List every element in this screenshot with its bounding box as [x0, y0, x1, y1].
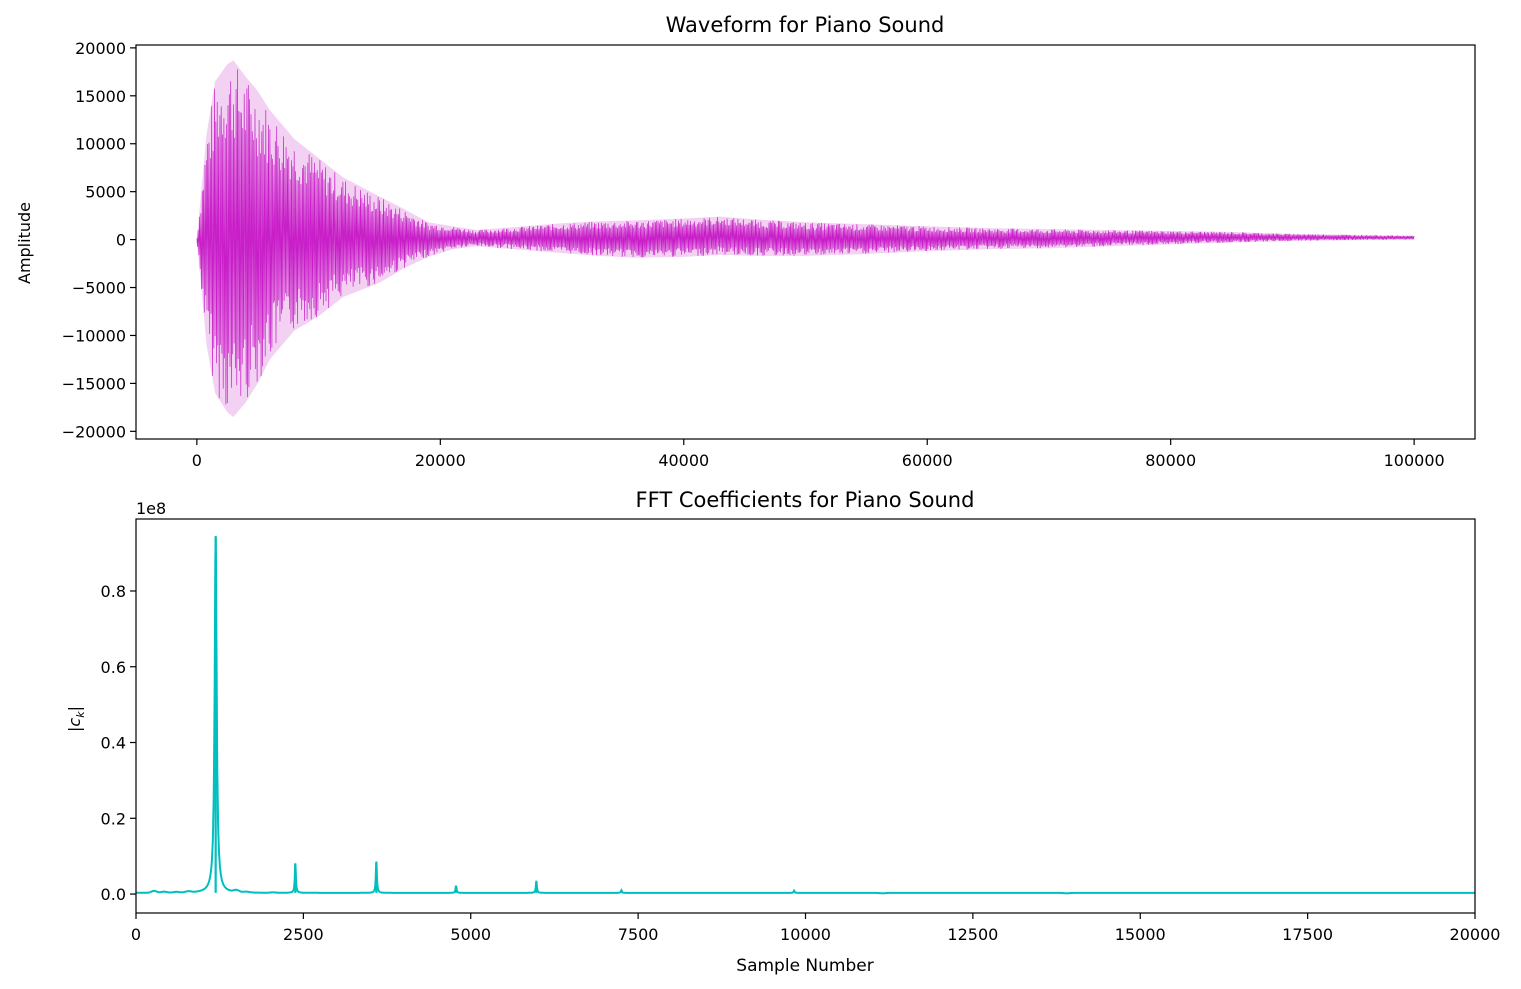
fft-series-line [136, 535, 1475, 895]
x-tick-label: 0 [192, 451, 202, 470]
y-tick-label: 20000 [75, 39, 126, 58]
waveform-chart: Waveform for Piano Sound Amplitude 0 2000… [15, 13, 1476, 470]
y-tick-label: 0 [116, 231, 126, 250]
y-tick-label: 15000 [75, 87, 126, 106]
x-tick-label: 15000 [1115, 925, 1166, 944]
svg-text:|ck|: |ck| [65, 706, 87, 732]
y-tick-label: 5000 [85, 183, 126, 202]
fft-y-axis-label: |ck| [65, 706, 87, 732]
waveform-y-axis-label: Amplitude [15, 202, 34, 284]
x-tick-label: 17500 [1282, 925, 1333, 944]
x-tick-label: 20000 [1450, 925, 1501, 944]
x-tick-label: 7500 [618, 925, 659, 944]
y-tick-label: 10000 [75, 135, 126, 154]
waveform-series-line [196, 69, 1415, 405]
x-tick-label: 20000 [415, 451, 466, 470]
fft-plot-area [136, 535, 1475, 895]
x-tick-label: 40000 [658, 451, 709, 470]
y-tick-label: −10000 [62, 326, 126, 345]
fft-chart: FFT Coefficients for Piano Sound 1e8 |ck… [65, 488, 1500, 976]
waveform-x-ticks: 0 20000 40000 60000 80000 100000 [192, 439, 1445, 470]
y-tick-label: −5000 [72, 279, 126, 298]
x-tick-label: 5000 [450, 925, 491, 944]
fft-x-ticks: 0 2500 5000 7500 10000 12500 15000 17500 20000 [131, 913, 1501, 944]
x-tick-label: 2500 [283, 925, 324, 944]
waveform-plot-area [196, 60, 1415, 418]
x-tick-label: 10000 [780, 925, 831, 944]
y-tick-label: 0.8 [101, 582, 126, 601]
waveform-y-ticks: −20000 −15000 −10000 −5000 0 5000 10000 15000 20… [62, 39, 136, 441]
y-tick-label: 0.6 [101, 658, 126, 677]
waveform-chart-title: Waveform for Piano Sound [666, 13, 945, 37]
waveform-axes-frame [135, 44, 1476, 440]
x-tick-label: 60000 [902, 451, 953, 470]
y-tick-label: 0.2 [101, 809, 126, 828]
fft-axes-frame [135, 518, 1476, 914]
x-tick-label: 80000 [1145, 451, 1196, 470]
x-tick-label: 0 [131, 925, 141, 944]
y-tick-label: −20000 [62, 422, 126, 441]
x-tick-label: 100000 [1384, 451, 1445, 470]
fft-offset-label: 1e8 [136, 499, 166, 518]
fft-y-ticks: 0.0 0.2 0.4 0.6 0.8 [101, 582, 136, 904]
fft-x-axis-label: Sample Number [736, 956, 873, 976]
y-tick-label: 0.4 [101, 734, 126, 753]
y-tick-label: 0.0 [101, 885, 126, 904]
x-tick-label: 12500 [947, 925, 998, 944]
y-tick-label: −15000 [62, 374, 126, 393]
fft-chart-title: FFT Coefficients for Piano Sound [636, 488, 975, 512]
